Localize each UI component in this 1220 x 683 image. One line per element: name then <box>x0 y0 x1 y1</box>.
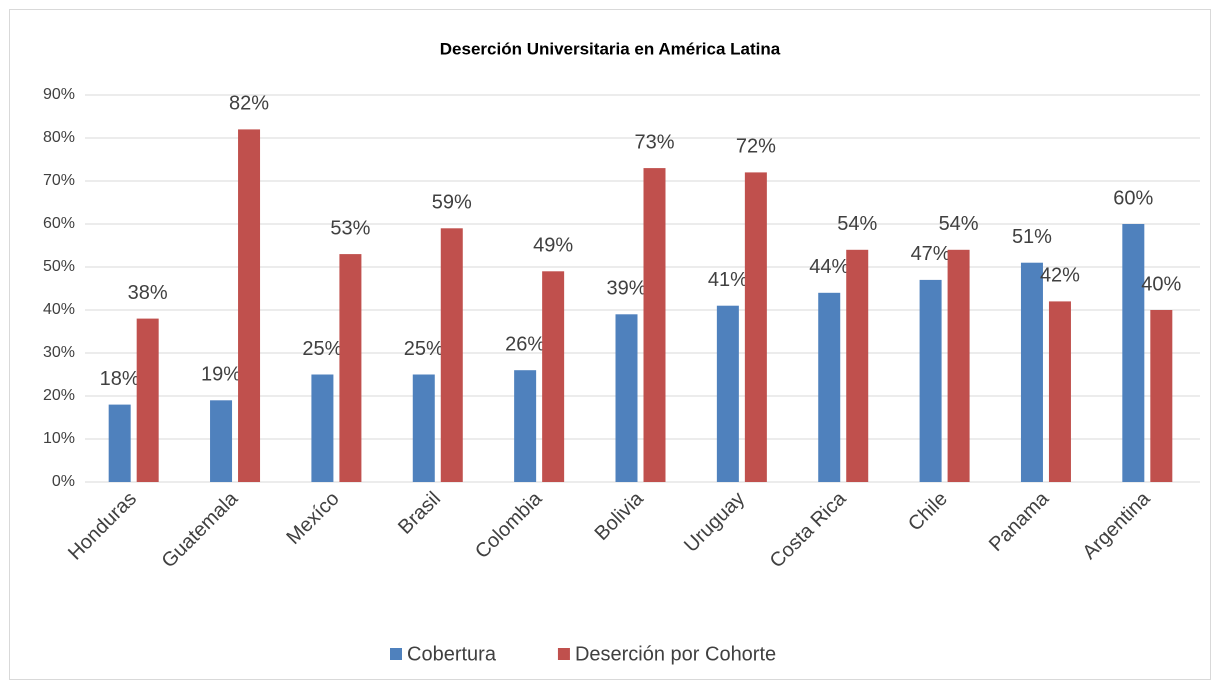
data-label: 25% <box>302 338 342 360</box>
y-tick-label: 50% <box>43 258 75 275</box>
y-tick-label: 70% <box>43 172 75 189</box>
bar <box>542 271 565 482</box>
data-label: 72% <box>736 136 776 158</box>
data-label: 44% <box>809 256 849 278</box>
data-label: 59% <box>432 192 472 214</box>
bar <box>818 292 841 482</box>
legend-label: Cobertura <box>407 643 497 665</box>
y-tick-label: 60% <box>43 215 75 232</box>
bar <box>716 305 739 482</box>
bar <box>919 279 942 482</box>
data-label: 60% <box>1113 187 1153 209</box>
y-tick-label: 90% <box>43 86 75 103</box>
bar <box>440 228 463 482</box>
y-tick-label: 0% <box>52 473 75 490</box>
bar <box>339 254 362 482</box>
y-tick-label: 30% <box>43 344 75 361</box>
y-tick-label: 80% <box>43 129 75 146</box>
bar <box>947 249 970 482</box>
legend-swatch <box>390 648 402 660</box>
data-label: 39% <box>606 278 646 300</box>
bar <box>744 172 767 482</box>
data-label: 51% <box>1012 226 1052 248</box>
data-label: 26% <box>505 333 545 355</box>
data-label: 40% <box>1141 273 1181 295</box>
data-label: 42% <box>1040 265 1080 287</box>
data-label: 54% <box>837 213 877 235</box>
data-label: 18% <box>100 368 140 390</box>
bar <box>1048 301 1071 482</box>
data-label: 38% <box>128 282 168 304</box>
data-label: 54% <box>939 213 979 235</box>
y-tick-label: 20% <box>43 387 75 404</box>
bar <box>1122 224 1145 482</box>
data-label: 25% <box>404 338 444 360</box>
bar <box>238 129 261 482</box>
bar <box>1020 262 1043 482</box>
data-label: 47% <box>911 243 951 265</box>
data-label: 73% <box>634 131 674 153</box>
legend-swatch <box>557 648 570 660</box>
bar <box>514 370 537 482</box>
data-label: 53% <box>330 217 370 239</box>
data-label: 19% <box>201 364 241 386</box>
bar <box>1150 310 1173 482</box>
data-label: 41% <box>708 269 748 291</box>
legend-label: Deserción por Cohorte <box>575 643 776 665</box>
data-label: 82% <box>229 93 269 115</box>
y-tick-label: 10% <box>43 430 75 447</box>
bar <box>136 318 159 482</box>
bar <box>615 314 638 482</box>
bar <box>412 374 435 482</box>
y-tick-label: 40% <box>43 301 75 318</box>
bar <box>643 168 666 482</box>
chart-title: Deserción Universitaria en América Latin… <box>440 39 781 58</box>
bar <box>210 400 233 482</box>
bar <box>108 404 131 482</box>
bar <box>846 249 869 482</box>
data-label: 49% <box>533 235 573 257</box>
bar <box>311 374 334 482</box>
chart-border <box>9 9 1211 680</box>
